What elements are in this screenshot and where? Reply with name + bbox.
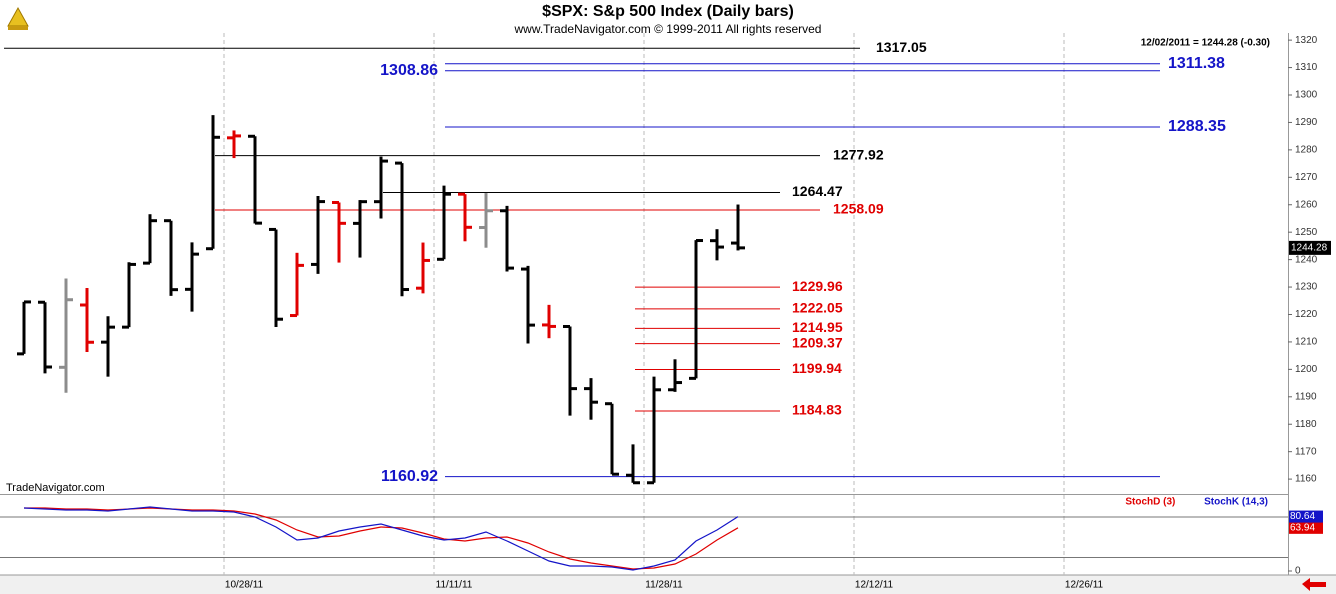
level-label: 1317.05: [876, 39, 927, 55]
y-tick-label: 1160: [1295, 474, 1317, 485]
level-label: 1222.05: [792, 300, 843, 316]
price-bar: [59, 278, 73, 393]
legend-entry: StochK (14,3): [1204, 497, 1268, 508]
price-bar: [395, 161, 409, 297]
y-tick-label: 1190: [1295, 391, 1317, 402]
x-tick-label: 11/28/11: [645, 580, 683, 591]
price-bar: [101, 316, 115, 377]
price-bar: [731, 204, 745, 251]
logo: [4, 4, 32, 32]
logo-base: [8, 26, 28, 30]
price-bar: [668, 359, 682, 392]
value-label: 63.94: [1290, 522, 1315, 533]
price-bar: [437, 185, 451, 261]
price-bar: [164, 219, 178, 296]
y-tick-label: 0: [1295, 566, 1301, 577]
level-label: 1160.92: [381, 468, 438, 485]
price-bar: [248, 134, 262, 225]
y-tick-label: 1270: [1295, 172, 1318, 183]
level-label: 1209.37: [792, 334, 843, 350]
level-label: 1184.83: [792, 402, 842, 418]
last-price-box: [1289, 240, 1331, 255]
x-tick-label: 10/28/11: [225, 580, 264, 591]
price-bar: [563, 325, 577, 416]
price-bar: [416, 242, 430, 294]
price-bar: [458, 192, 472, 242]
y-tick-label: 1250: [1295, 227, 1318, 238]
price-bar: [584, 378, 598, 420]
y-tick-label: 1280: [1295, 145, 1318, 156]
value-box: [1289, 521, 1323, 534]
price-bar: [80, 288, 94, 353]
y-tick-label: 1290: [1295, 117, 1318, 128]
price-bar: [290, 252, 304, 318]
legend-entry: StochD (3): [1125, 497, 1175, 508]
price-bar: [626, 444, 640, 485]
x-tick-label: 12/26/11: [1065, 580, 1104, 591]
chart-title: $SPX: S&p 500 Index (Daily bars): [542, 3, 794, 20]
watermark: TradeNavigator.com: [6, 482, 105, 494]
price-bar: [227, 130, 241, 159]
scroll-arrow[interactable]: [1302, 578, 1326, 591]
price-bar: [605, 402, 619, 476]
level-label: 1199.94: [792, 360, 842, 376]
y-tick-label: 1170: [1295, 446, 1317, 457]
price-bar: [647, 376, 661, 485]
price-bar: [521, 265, 535, 344]
last-price-label: 1244.28: [1291, 243, 1328, 254]
price-bar: [479, 193, 493, 248]
y-tick-label: 1260: [1295, 199, 1318, 210]
y-tick-label: 1310: [1295, 62, 1318, 73]
y-tick-label: 1300: [1295, 90, 1318, 101]
price-bar: [206, 115, 220, 251]
level-label: 1258.09: [833, 201, 884, 217]
last-quote: 12/02/2011 = 1244.28 (-0.30): [1141, 38, 1270, 49]
price-bar: [311, 195, 325, 274]
stoch-line: [23, 506, 739, 571]
price-bar: [185, 242, 199, 312]
price-bar: [689, 239, 703, 380]
price-bar: [38, 300, 52, 374]
y-tick-label: 1180: [1295, 419, 1317, 430]
price-bar: [500, 205, 514, 272]
price-bar: [122, 262, 136, 329]
level-label: 1264.47: [792, 183, 843, 199]
level-label: 1311.38: [1168, 55, 1225, 72]
y-tick-label: 1230: [1295, 282, 1318, 293]
price-bar: [332, 200, 346, 263]
level-label: 1288.35: [1168, 118, 1226, 135]
y-tick-label: 1320: [1295, 35, 1318, 46]
y-tick-label: 1210: [1295, 337, 1318, 348]
x-tick-label: 11/11/11: [436, 580, 473, 591]
price-bar: [353, 200, 367, 258]
chart-subtitle: www.TradeNavigator.com © 1999-2011 All r…: [514, 22, 822, 36]
price-bar: [710, 229, 724, 261]
price-bar: [17, 300, 31, 356]
y-tick-label: 1220: [1295, 309, 1318, 320]
price-bar: [269, 227, 283, 328]
x-tick-label: 12/12/11: [855, 580, 894, 591]
y-tick-label: 1200: [1295, 364, 1318, 375]
level-label: 1214.95: [792, 319, 843, 335]
level-label: 1308.86: [380, 62, 438, 79]
price-bar: [542, 304, 556, 339]
date-strip: [0, 575, 1336, 594]
price-bar: [143, 214, 157, 265]
value-label: 80.64: [1290, 511, 1315, 522]
level-label: 1229.96: [792, 278, 843, 294]
stoch-line: [24, 507, 739, 570]
price-bar: [374, 156, 388, 219]
y-tick-label: 1240: [1295, 254, 1318, 265]
value-box: [1289, 510, 1323, 523]
level-label: 1277.92: [833, 146, 884, 162]
